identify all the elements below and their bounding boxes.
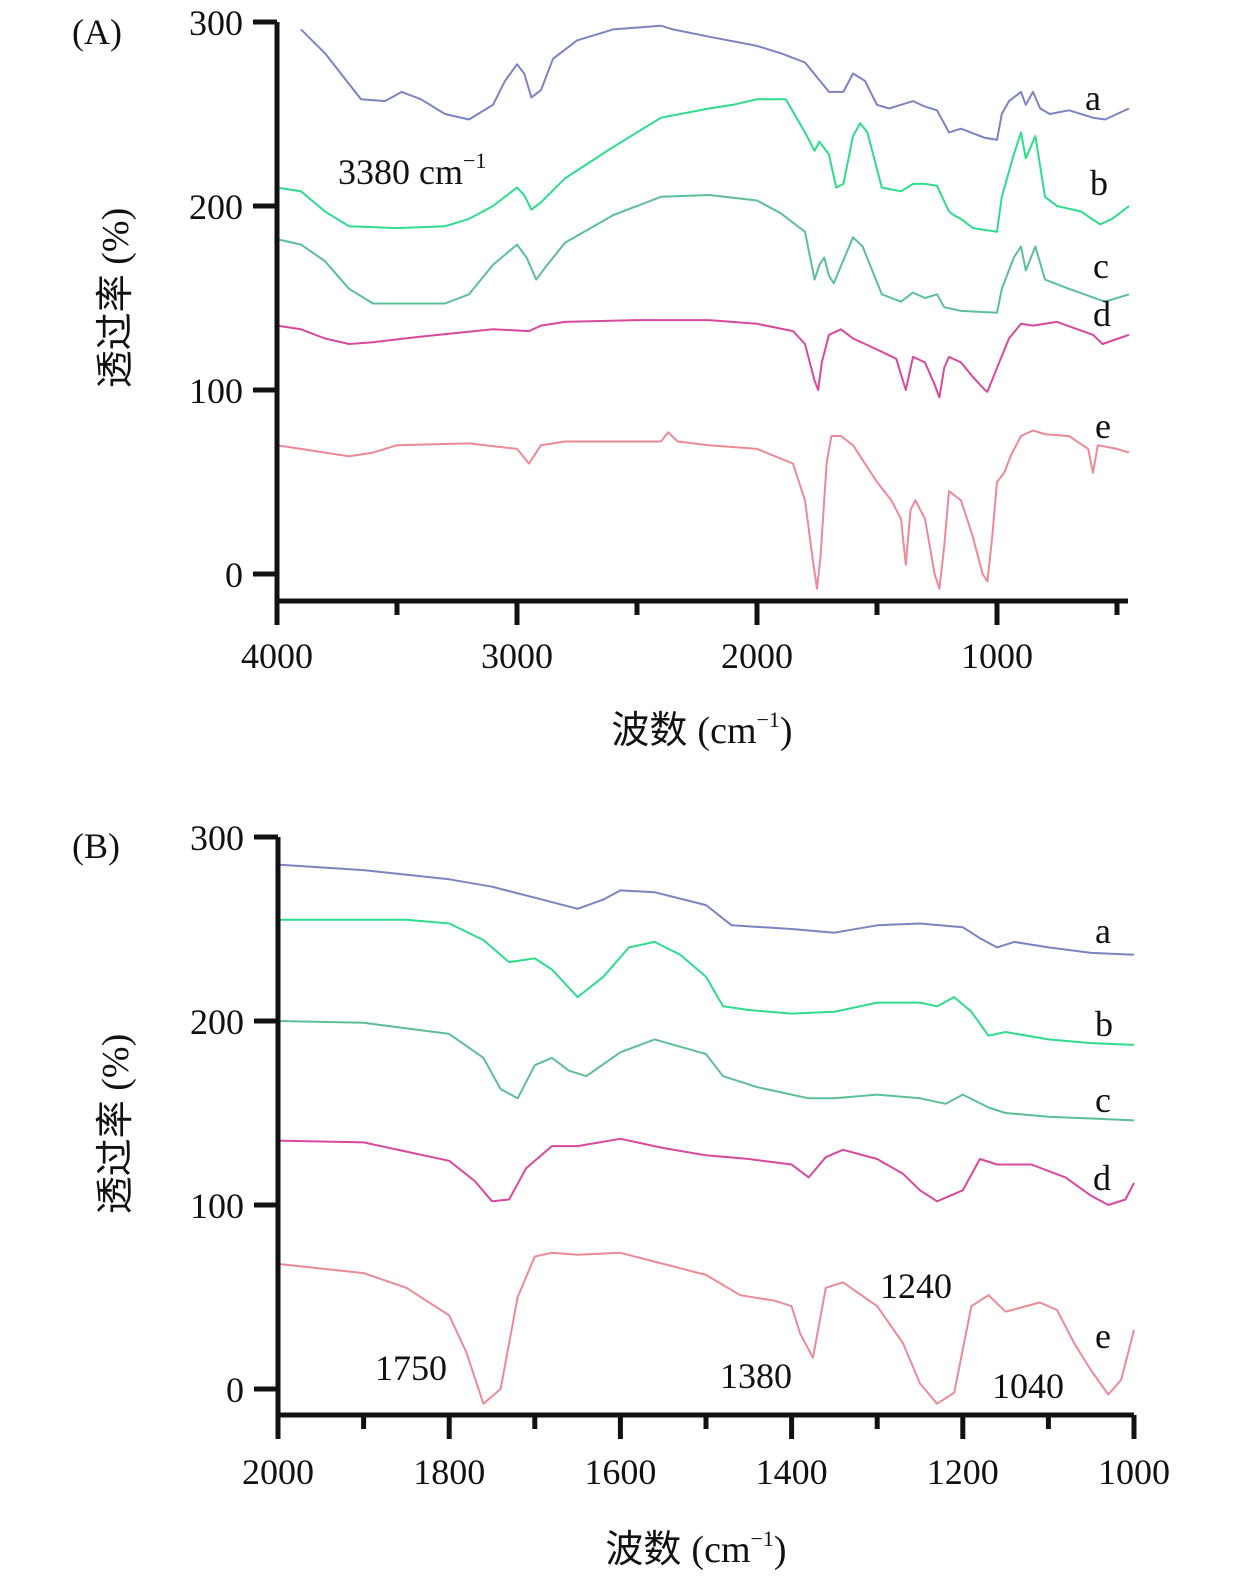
panel-b: (B) 0 100 200 300 2000 1800 1600 1400 1200 1000 a… bbox=[72, 818, 1170, 1571]
y-tick-label: 200 bbox=[190, 1002, 244, 1042]
x-axis-title-main: 波数 bbox=[605, 1529, 681, 1571]
x-axis-unit-exp: −1 bbox=[757, 707, 780, 732]
x-tick-label: 2000 bbox=[242, 1452, 314, 1492]
x-tick-label: 3000 bbox=[481, 636, 553, 676]
x-tick-label: 1000 bbox=[961, 636, 1033, 676]
x-tick-label: 1800 bbox=[413, 1452, 485, 1492]
series-line-c bbox=[277, 1020, 1135, 1122]
x-tick-label: 1400 bbox=[756, 1452, 828, 1492]
x-axis-unit: (cm bbox=[691, 1529, 750, 1571]
panel-label: (A) bbox=[72, 12, 122, 52]
peak-annotation: 1380 bbox=[720, 1356, 792, 1396]
series-line-d bbox=[277, 1137, 1135, 1206]
curve-label-b: b bbox=[1090, 163, 1108, 203]
series-line-a bbox=[300, 24, 1130, 141]
y-tick-label: 300 bbox=[190, 818, 244, 858]
curve-label-a: a bbox=[1095, 911, 1111, 951]
y-axis-title: 透过率 (%) bbox=[95, 208, 137, 388]
panel-label: (B) bbox=[72, 826, 120, 866]
curves bbox=[276, 24, 1130, 590]
curves bbox=[277, 863, 1135, 1405]
series-line-e bbox=[276, 429, 1130, 590]
curve-label-c: c bbox=[1093, 246, 1109, 286]
y-tick-label: 0 bbox=[225, 555, 243, 595]
x-axis-title: 波数 (cm−1) bbox=[605, 1526, 786, 1571]
peak-annotation: 3380 cm−1 bbox=[338, 148, 486, 192]
peak-annotation: 1750 bbox=[375, 1348, 447, 1388]
axes: 0 100 200 300 4000 3000 2000 1000 bbox=[189, 3, 1128, 676]
y-tick-label: 0 bbox=[226, 1370, 244, 1410]
series-line-c bbox=[276, 194, 1130, 314]
series-line-b bbox=[276, 98, 1130, 233]
y-tick-label: 100 bbox=[189, 371, 243, 411]
annotations: 1750 1380 1240 1040 bbox=[375, 1266, 1064, 1406]
x-axis-title: 波数 (cm−1) bbox=[611, 707, 792, 752]
y-tick-label: 300 bbox=[189, 3, 243, 43]
annotations: 3380 cm−1 bbox=[338, 148, 486, 192]
peak-annotation: 1040 bbox=[992, 1366, 1064, 1406]
x-tick-label: 1600 bbox=[584, 1452, 656, 1492]
axes: 0 100 200 300 2000 1800 1600 1400 1200 1000 bbox=[190, 818, 1170, 1492]
series-line-a bbox=[277, 863, 1135, 956]
curve-labels: a bcd e bbox=[1093, 911, 1113, 1356]
peak-annotation: 1240 bbox=[880, 1266, 952, 1306]
curve-label-b: b bbox=[1095, 1004, 1113, 1044]
series-line-b bbox=[278, 918, 1135, 1046]
x-axis-unit-close: ) bbox=[780, 710, 793, 752]
x-tick-label: 4000 bbox=[241, 636, 313, 676]
curve-label-d: d bbox=[1093, 1158, 1111, 1198]
curve-label-d: d bbox=[1093, 294, 1111, 334]
curve-label-c: c bbox=[1095, 1080, 1111, 1120]
curve-labels: a b cd e bbox=[1085, 78, 1111, 446]
y-tick-label: 100 bbox=[190, 1186, 244, 1226]
y-tick-label: 200 bbox=[189, 187, 243, 227]
curve-label-e: e bbox=[1095, 1316, 1111, 1356]
panel-a: (A) 0 100 200 300 4000 3000 2000 1000 a b cd e 338… bbox=[72, 3, 1130, 752]
x-tick-label: 2000 bbox=[721, 636, 793, 676]
x-axis-unit: (cm bbox=[697, 710, 756, 752]
series-line-e bbox=[277, 1251, 1135, 1405]
x-axis-unit-close: ) bbox=[774, 1529, 787, 1571]
curve-label-a: a bbox=[1085, 78, 1101, 118]
y-axis-title: 透过率 (%) bbox=[95, 1034, 137, 1214]
x-tick-label: 1200 bbox=[927, 1452, 999, 1492]
curve-label-e: e bbox=[1095, 406, 1111, 446]
x-axis-unit-exp: −1 bbox=[751, 1526, 774, 1551]
x-axis-title-main: 波数 bbox=[611, 710, 687, 752]
x-tick-label: 1000 bbox=[1098, 1452, 1170, 1492]
series-line-d bbox=[276, 319, 1130, 399]
